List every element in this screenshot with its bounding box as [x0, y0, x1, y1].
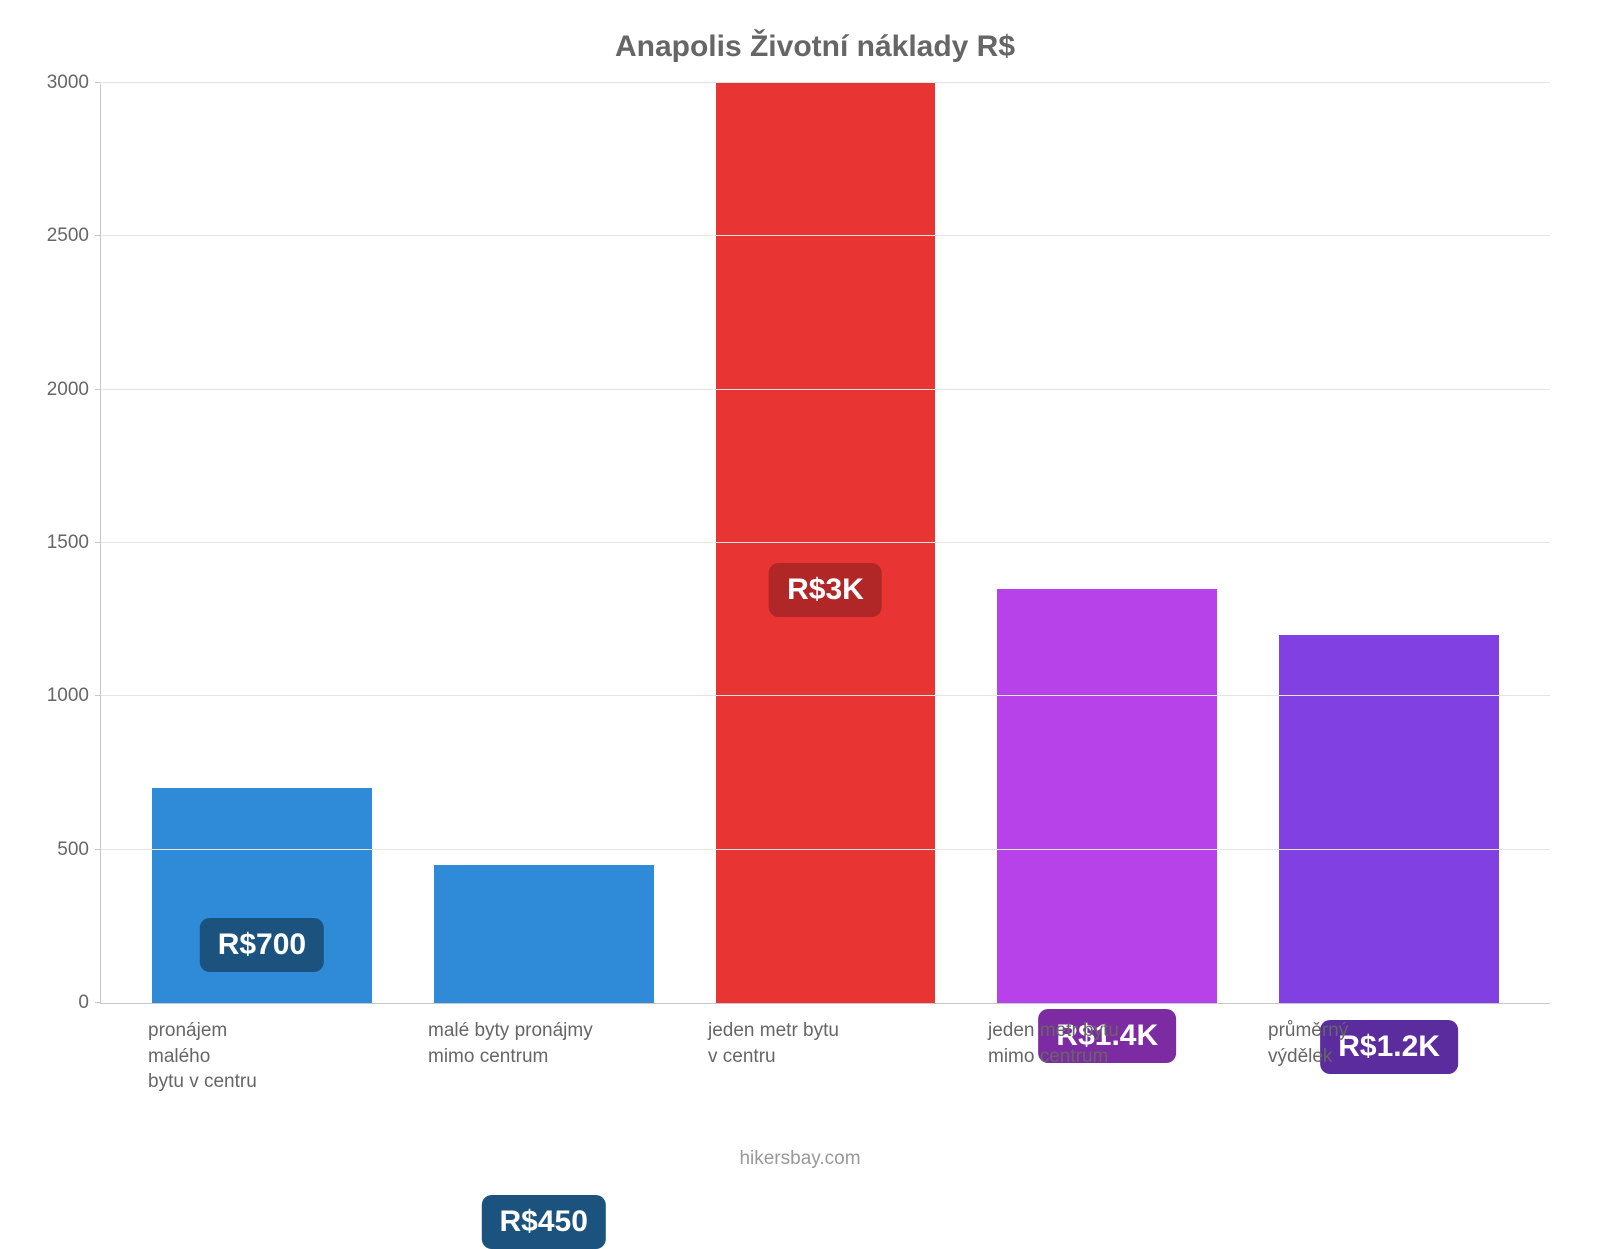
gridline — [101, 235, 1550, 236]
plot-area: R$700R$450R$3KR$1.4KR$1.2K 0500100015002… — [100, 84, 1550, 1004]
x-axis-labels: pronájemmaléhobytu v centrumalé byty pro… — [100, 1018, 1540, 1095]
gridline — [101, 82, 1550, 83]
ytick-label: 3000 — [47, 72, 101, 94]
bar: R$1.2K — [1279, 635, 1499, 1003]
x-axis-label: jeden metr bytuv centru — [680, 1018, 960, 1095]
value-badge: R$3K — [769, 563, 882, 617]
ytick-label: 1000 — [47, 685, 101, 707]
value-badge: R$700 — [200, 918, 324, 972]
x-axis-label: průměrnývýdělek — [1240, 1018, 1520, 1095]
bar-slot: R$1.4K — [966, 84, 1248, 1003]
ytick-label: 500 — [57, 839, 101, 861]
x-axis-label: pronájemmaléhobytu v centru — [120, 1018, 400, 1095]
bar-slot: R$1.2K — [1248, 84, 1530, 1003]
ytick-label: 1500 — [47, 532, 101, 554]
bar: R$1.4K — [997, 589, 1217, 1003]
gridline — [101, 389, 1550, 390]
bar: R$450 — [434, 865, 654, 1003]
bar: R$700 — [152, 788, 372, 1003]
bar-slot: R$700 — [121, 84, 403, 1003]
value-badge: R$450 — [481, 1195, 605, 1249]
bar-slot: R$450 — [403, 84, 685, 1003]
chart-container: Anapolis Životní náklady R$ R$700R$450R$… — [0, 0, 1600, 1200]
gridline — [101, 849, 1550, 850]
x-axis-label: jeden metr bytumimo centrum — [960, 1018, 1240, 1095]
ytick-label: 2500 — [47, 225, 101, 247]
ytick-label: 0 — [78, 992, 101, 1014]
ytick-label: 2000 — [47, 379, 101, 401]
bar: R$3K — [716, 83, 936, 1003]
gridline — [101, 542, 1550, 543]
x-axis-label: malé byty pronájmymimo centrum — [400, 1018, 680, 1095]
chart-title: Anapolis Životní náklady R$ — [90, 30, 1540, 64]
bars-group: R$700 R$450 R$3K R$1.4K R$1.2K — [101, 84, 1550, 1003]
bar-slot: R$3K — [685, 84, 967, 1003]
chart-footer: hikersbay.com — [0, 1148, 1600, 1170]
gridline — [101, 695, 1550, 696]
